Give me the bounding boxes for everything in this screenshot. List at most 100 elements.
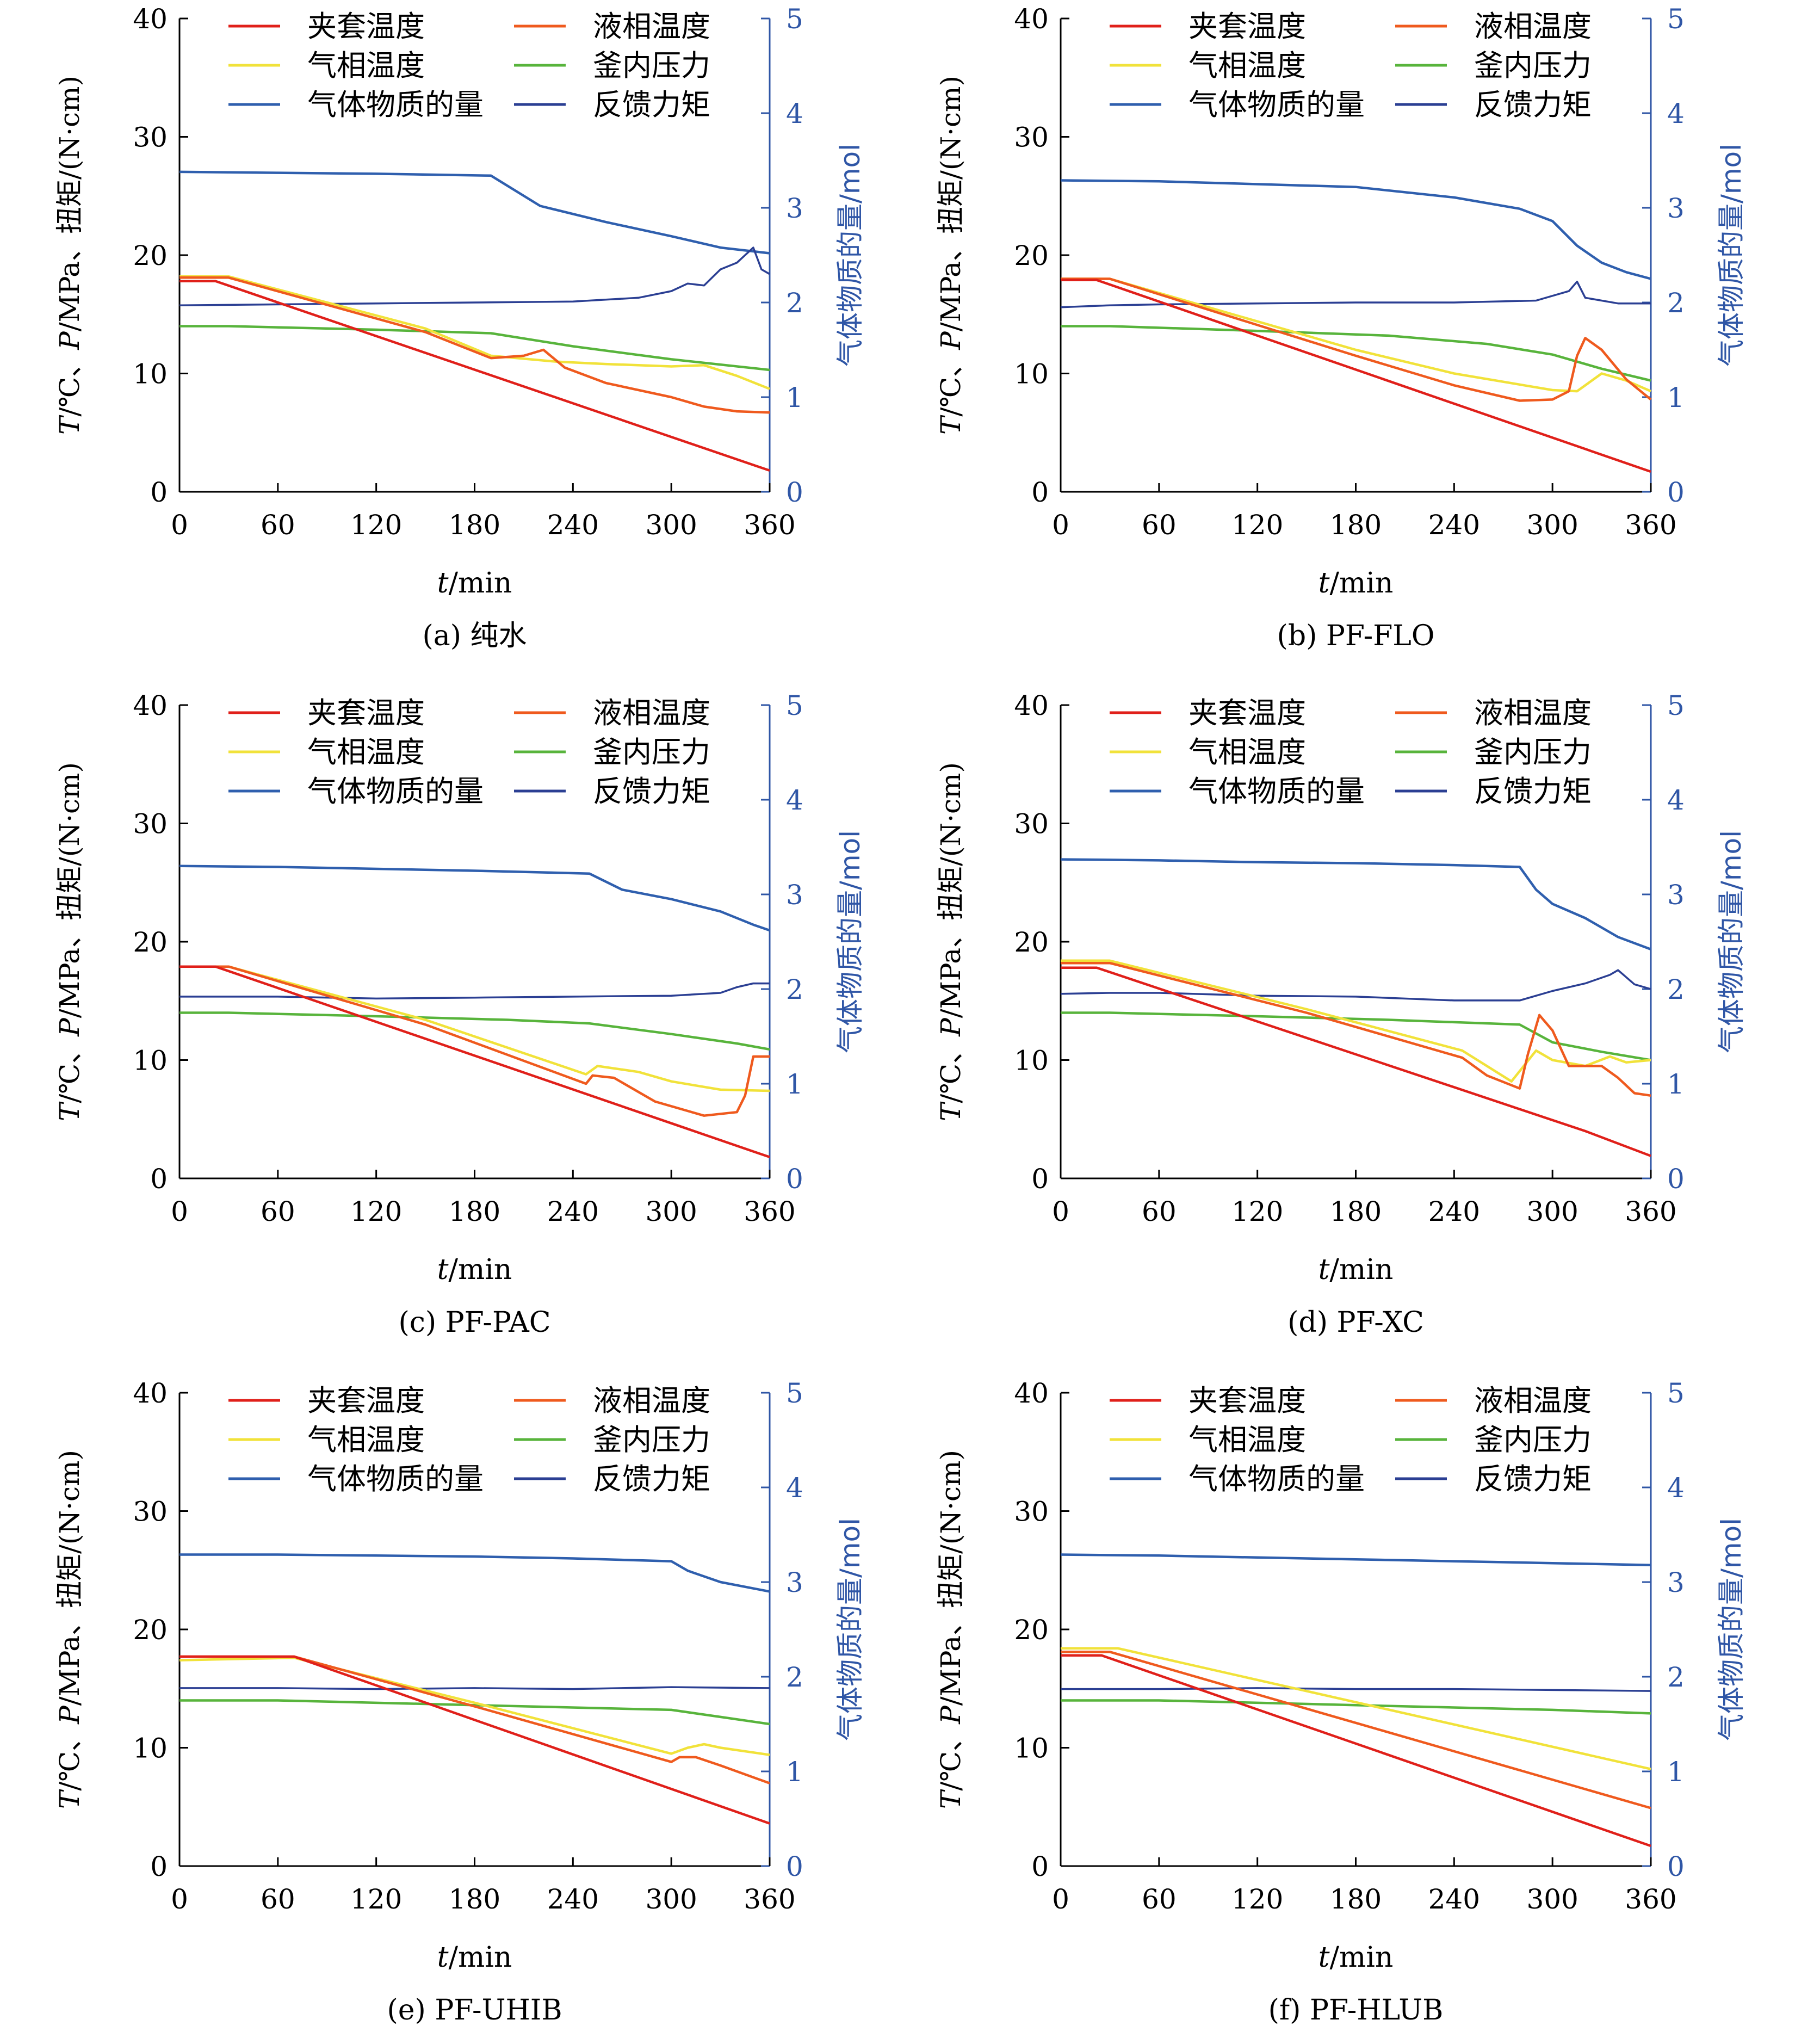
series-line-liquid <box>1061 1651 1651 1809</box>
legend-label-liquid: 液相温度 <box>1474 1384 1592 1418</box>
y-right-tick-label: 3 <box>786 879 803 911</box>
left-axis-title-P: P <box>54 1705 85 1725</box>
y-left-tick-label: 20 <box>133 240 168 271</box>
x-tick-label: 120 <box>350 1196 402 1227</box>
panel-caption: (b) PF-FLO <box>1277 620 1435 652</box>
y-right-tick-label: 1 <box>786 382 803 413</box>
y-right-tick-label: 5 <box>1667 3 1685 35</box>
legend-label-torque: 反馈力矩 <box>593 774 710 808</box>
series-line-liquid <box>1061 277 1652 402</box>
y-left-tick-label: 0 <box>150 1163 168 1195</box>
x-tick-label: 120 <box>1231 509 1283 541</box>
y-left-tick-label: 30 <box>133 1496 168 1528</box>
series-line-gas <box>179 965 770 1092</box>
right-axis-title: 气体物质的量/mol <box>834 144 866 367</box>
left-axis-title: T/℃、P/MPa、扭矩/(N·cm) <box>935 76 967 435</box>
y-left-tick-label: 30 <box>133 122 168 153</box>
legend-label-moles: 气体物质的量 <box>1188 774 1365 808</box>
y-right-tick-label: 2 <box>1667 287 1685 319</box>
x-tick-label: 0 <box>1052 509 1069 541</box>
legend-label-torque: 反馈力矩 <box>593 1462 710 1496</box>
x-tick-label: 0 <box>1052 1196 1069 1227</box>
y-right-tick-label: 3 <box>786 193 803 224</box>
legend-label-torque: 反馈力矩 <box>1474 1462 1592 1496</box>
x-tick-label: 120 <box>1231 1883 1283 1915</box>
y-left-tick-label: 40 <box>133 690 168 721</box>
series-line-jacket <box>179 1655 770 1825</box>
y-left-tick-label: 20 <box>133 1614 168 1646</box>
legend-label-moles: 气体物质的量 <box>307 774 484 808</box>
legend-label-moles: 气体物质的量 <box>307 88 484 122</box>
chart-panel: 0 10 20 30 40 0 1 2 3 4 5 0 60 120 180 240 300 360 t/min (c… <box>54 690 866 1339</box>
left-axis-title-T: T <box>935 1789 967 1809</box>
legend-label-jacket: 夹套温度 <box>1188 696 1306 730</box>
x-tick-label: 300 <box>1526 509 1578 541</box>
y-left-tick-label: 0 <box>1031 477 1049 508</box>
left-axis-title-T: T <box>54 1789 85 1809</box>
legend-label-pressure: 釜内压力 <box>593 735 710 769</box>
x-tick-label: 360 <box>744 1883 795 1915</box>
y-left-tick-label: 10 <box>1014 359 1049 390</box>
y-right-tick-label: 3 <box>786 1567 803 1598</box>
series-line-torque <box>1060 280 1651 308</box>
x-axis-title: t/min <box>437 1253 512 1286</box>
y-left-tick-label: 0 <box>1031 1163 1049 1195</box>
y-right-tick-label: 0 <box>786 477 803 508</box>
x-axis-title: t/min <box>1318 1941 1394 1974</box>
left-axis-title-P: P <box>54 331 85 350</box>
y-right-tick-label: 0 <box>1667 477 1685 508</box>
x-tick-label: 360 <box>744 1196 795 1227</box>
y-left-tick-label: 20 <box>133 927 168 958</box>
chart-panel: 0 10 20 30 40 0 1 2 3 4 5 0 60 120 180 240 300 360 t/min (e… <box>54 1378 866 2027</box>
y-right-tick-label: 4 <box>786 785 803 816</box>
y-right-tick-label: 3 <box>1667 879 1685 911</box>
left-axis-title-P: P <box>935 1017 967 1037</box>
left-axis-title-T: T <box>935 415 967 435</box>
series-line-moles <box>1060 1553 1651 1566</box>
legend-label-pressure: 釜内压力 <box>1474 735 1592 769</box>
x-axis-title-var: t <box>1318 567 1330 600</box>
right-axis-title: 气体物质的量/mol <box>1716 1518 1747 1741</box>
series-line-gas <box>1061 1647 1651 1770</box>
left-axis-title-part1: /℃、 <box>54 350 85 417</box>
y-right-tick-label: 0 <box>1667 1851 1685 1882</box>
x-tick-label: 360 <box>1625 1196 1676 1227</box>
x-tick-label: 360 <box>1625 509 1676 541</box>
legend-label-liquid: 液相温度 <box>1474 696 1592 730</box>
series-line-pressure <box>1061 1011 1651 1061</box>
left-axis-title: T/℃、P/MPa、扭矩/(N·cm) <box>935 1450 967 1809</box>
series-line-liquid <box>179 276 770 414</box>
legend-label-gas: 气相温度 <box>307 48 425 83</box>
series-line-pressure <box>179 1011 770 1051</box>
left-axis-title-part2: /MPa、扭矩/(N·cm) <box>935 762 967 1018</box>
series-line-moles <box>179 1553 770 1593</box>
panel-caption: (e) PF-UHIB <box>387 1994 562 2027</box>
x-tick-label: 60 <box>1142 1883 1177 1915</box>
legend-label-moles: 气体物质的量 <box>307 1462 484 1496</box>
chart-panel: 0 10 20 30 40 0 1 2 3 4 5 0 60 120 180 240 300 360 t/min (d… <box>935 690 1747 1339</box>
x-tick-label: 180 <box>1330 509 1382 541</box>
y-left-tick-label: 10 <box>1014 1045 1049 1077</box>
chart-panel: 0 10 20 30 40 0 1 2 3 4 5 0 60 120 180 240 300 360 t/min (a… <box>54 3 866 652</box>
panel-caption: (f) PF-HLUB <box>1268 1994 1444 2027</box>
left-axis-title-part1: /℃、 <box>935 1036 967 1103</box>
y-right-tick-label: 5 <box>786 3 803 35</box>
x-axis-title-unit: /min <box>448 1941 512 1974</box>
panel-caption: (d) PF-XC <box>1287 1306 1424 1339</box>
y-left-tick-label: 40 <box>1014 3 1049 35</box>
x-tick-label: 300 <box>645 1883 697 1915</box>
left-axis-title-part2: /MPa、扭矩/(N·cm) <box>935 76 967 331</box>
y-left-tick-label: 10 <box>133 359 168 390</box>
y-left-tick-label: 30 <box>1014 1496 1049 1528</box>
series-line-torque <box>179 1686 770 1690</box>
y-left-tick-label: 0 <box>150 1851 168 1882</box>
y-right-tick-label: 0 <box>1667 1163 1685 1195</box>
x-axis-title: t/min <box>437 567 512 600</box>
series-line-gas <box>179 275 770 390</box>
x-tick-label: 0 <box>171 509 188 541</box>
x-tick-label: 240 <box>547 1883 599 1915</box>
series-line-torque <box>1061 1687 1651 1692</box>
legend-label-pressure: 釜内压力 <box>1474 1423 1592 1457</box>
panel-caption: (a) 纯水 <box>422 620 527 652</box>
